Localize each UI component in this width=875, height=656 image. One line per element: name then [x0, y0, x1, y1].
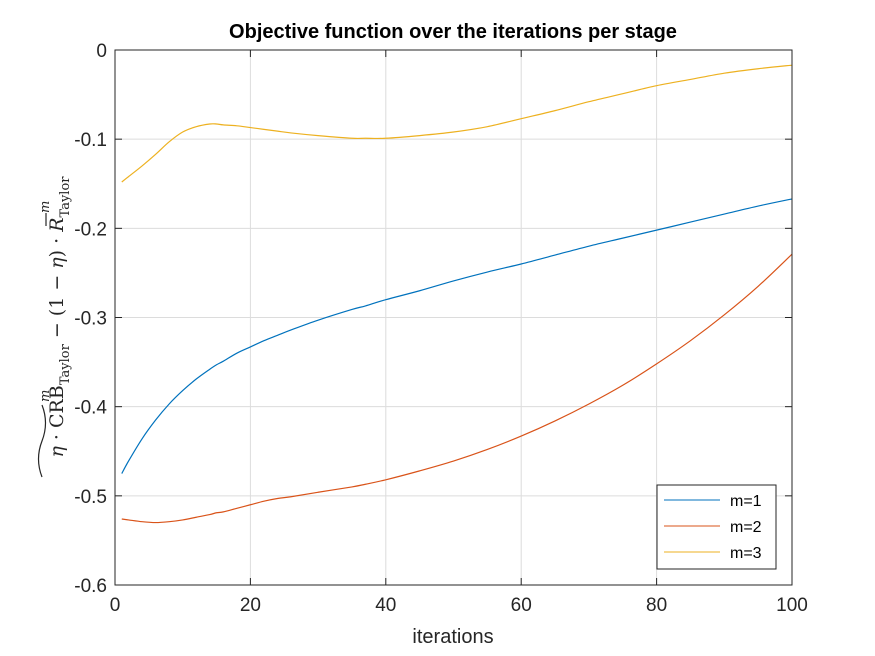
ylabel-eta: η [46, 446, 68, 458]
x-axis-label: iterations [412, 626, 493, 648]
x-tick-label: 0 [110, 595, 121, 616]
legend-label-m3: m=3 [730, 545, 762, 562]
y-tick-label: 0 [96, 41, 107, 62]
chart-title: Objective function over the iterations p… [229, 21, 677, 43]
ylabel-superscript-m-2: m [38, 201, 53, 213]
series-line-m=2 [121, 253, 793, 524]
x-tick-label: 20 [240, 595, 261, 616]
x-tick-label: 40 [375, 595, 396, 616]
ylabel-superscript-m-1: m [38, 390, 53, 402]
x-tick-label: 100 [776, 595, 808, 616]
y-tick-label: -0.6 [74, 576, 107, 597]
y-tick-label: -0.4 [74, 398, 107, 419]
y-tick-label: -0.1 [74, 130, 107, 151]
series-line-m=1 [121, 198, 793, 474]
x-tick-label: 80 [646, 595, 667, 616]
y-axis-label: η · CRBTaylor − (1 − η) · RTaylor m m [37, 176, 73, 478]
y-tick-label: -0.5 [74, 487, 107, 508]
x-tick-label: 60 [511, 595, 532, 616]
legend-label-m2: m=2 [730, 519, 762, 536]
series-line-m=3 [121, 64, 793, 183]
y-tick-label: -0.3 [74, 309, 107, 330]
legend: m=1 m=2 m=3 [656, 484, 777, 570]
legend-box [656, 484, 777, 570]
y-tick-label: -0.2 [74, 219, 107, 240]
series-layer [121, 64, 793, 524]
axis-ticks: 0 20 40 60 80 100 0 -0.1 -0.2 -0.3 -0.4 -0.5 -0.6 [74, 41, 808, 616]
legend-label-m1: m=1 [730, 493, 762, 510]
ylabel-tilde-accent [37, 404, 47, 478]
svg-text:η · CRBTaylor − (1 − η) · RTay: η · CRBTaylor − (1 − η) · RTaylor [46, 176, 73, 458]
